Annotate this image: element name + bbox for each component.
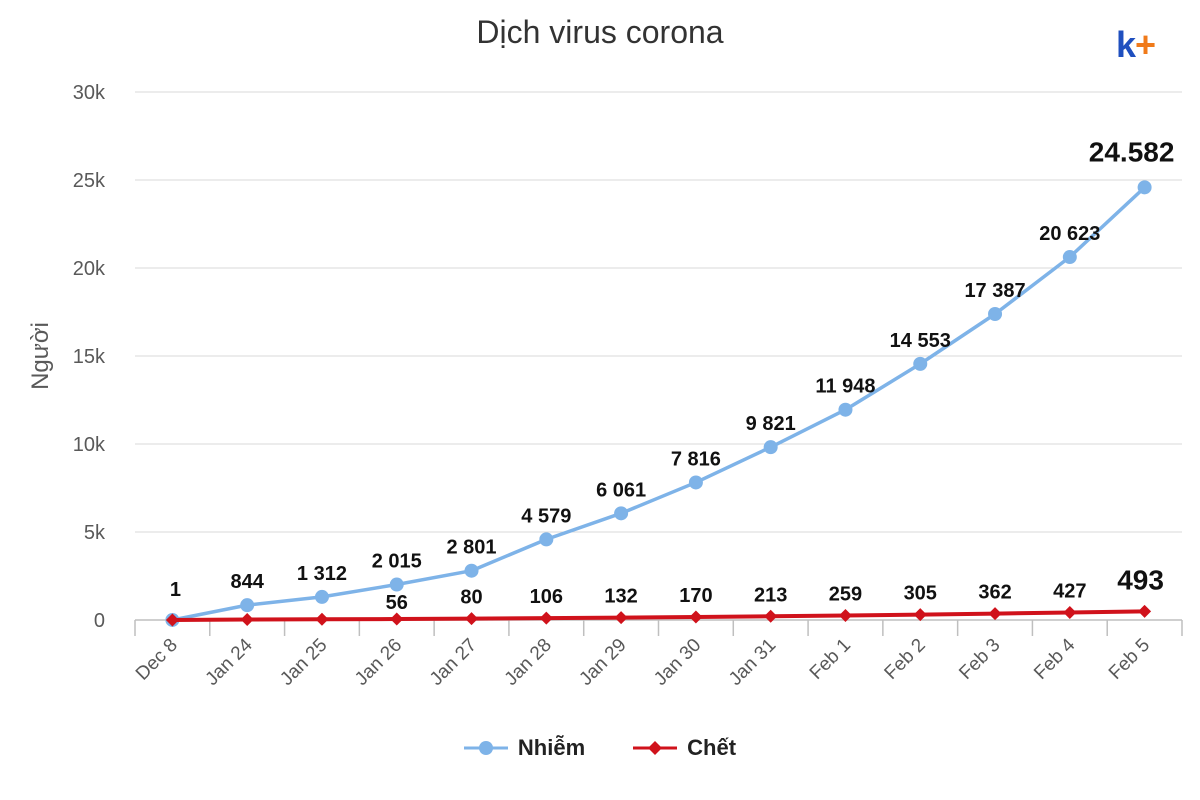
series-line-deaths xyxy=(172,609,1145,622)
x-tick-label: Feb 1 xyxy=(806,635,855,684)
brand-logo: k+ xyxy=(1116,24,1156,65)
data-label-infected: 14 553 xyxy=(890,330,951,352)
data-point xyxy=(913,356,928,371)
data-label-infected: 4 579 xyxy=(521,505,571,527)
x-tick-label: Feb 2 xyxy=(881,635,930,684)
data-label-infected: 2 801 xyxy=(447,537,497,559)
data-point xyxy=(763,440,778,455)
y-tick-label: 5k xyxy=(84,522,106,544)
data-label-infected: 17 387 xyxy=(964,280,1025,302)
data-point xyxy=(988,607,1002,621)
data-label-deaths: 106 xyxy=(530,586,563,608)
data-label-deaths: 427 xyxy=(1053,580,1086,602)
legend-label: Nhiễm xyxy=(517,735,586,760)
x-tick-label: Feb 3 xyxy=(955,635,1004,684)
data-label-infected: 7 816 xyxy=(671,448,721,470)
x-tick-label: Jan 28 xyxy=(501,635,556,690)
x-tick-label: Jan 25 xyxy=(276,635,331,690)
data-point xyxy=(1062,250,1077,265)
data-point xyxy=(389,577,404,592)
data-label-deaths: 213 xyxy=(754,584,787,606)
data-label-deaths: 80 xyxy=(460,587,482,609)
data-label-deaths: 305 xyxy=(904,583,937,605)
y-tick-label: 25k xyxy=(73,170,106,192)
data-label-deaths: 56 xyxy=(386,592,408,614)
data-point xyxy=(838,608,852,622)
legend-item-deaths: Chết xyxy=(633,735,736,761)
y-tick-label: 30k xyxy=(73,82,106,104)
data-point xyxy=(390,612,404,626)
x-tick-label: Jan 29 xyxy=(575,635,630,690)
data-point xyxy=(689,610,703,624)
y-axis-label: Người xyxy=(27,322,54,390)
x-tick-label: Jan 30 xyxy=(650,635,705,690)
data-point xyxy=(1137,180,1152,195)
legend-label: Chết xyxy=(687,735,737,760)
y-tick-label: 20k xyxy=(73,258,106,280)
data-label-infected: 6 061 xyxy=(596,479,646,501)
data-label-infected: 24.582 xyxy=(1089,136,1175,167)
data-label-deaths: 362 xyxy=(978,582,1011,604)
data-point xyxy=(764,609,778,623)
data-point xyxy=(314,589,329,604)
data-point xyxy=(464,563,479,578)
y-tick-label: 10k xyxy=(73,434,106,456)
data-label-infected: 20 623 xyxy=(1039,223,1100,245)
data-point xyxy=(315,612,329,626)
data-label-infected: 11 948 xyxy=(815,376,875,398)
data-point xyxy=(1063,605,1077,619)
legend-item-infected: Nhiễm xyxy=(463,735,586,761)
data-label-deaths: 493 xyxy=(1117,564,1164,595)
data-point xyxy=(913,608,927,622)
data-point xyxy=(614,611,628,625)
data-label-infected: 2 015 xyxy=(372,551,422,573)
data-point xyxy=(838,402,853,417)
data-point xyxy=(988,306,1003,321)
data-point xyxy=(240,613,254,627)
data-label-infected: 1 312 xyxy=(297,563,347,585)
data-point xyxy=(240,598,255,613)
y-tick-label: 0 xyxy=(94,610,105,632)
y-tick-label: 15k xyxy=(73,346,106,368)
x-tick-label: Feb 5 xyxy=(1105,635,1154,684)
data-label-deaths: 259 xyxy=(829,583,862,605)
x-tick-label: Jan 31 xyxy=(725,635,780,690)
data-point xyxy=(614,506,629,521)
data-point xyxy=(465,612,479,626)
legend-circle-icon xyxy=(463,741,508,755)
x-tick-label: Jan 26 xyxy=(351,635,406,690)
legend: Nhiễm Chết xyxy=(0,735,1200,761)
data-point xyxy=(539,532,554,547)
chart-title: Dịch virus corona xyxy=(476,14,724,50)
x-tick-label: Jan 27 xyxy=(426,635,481,690)
data-label-deaths: 132 xyxy=(604,586,637,608)
data-label-infected: 9 821 xyxy=(746,413,796,435)
series-line-infected xyxy=(172,186,1146,622)
data-point xyxy=(688,475,703,490)
data-point xyxy=(165,613,179,627)
legend-diamond-icon xyxy=(633,741,678,755)
x-tick-label: Jan 24 xyxy=(202,634,257,689)
x-tick-label: Dec 8 xyxy=(132,635,182,685)
data-point xyxy=(1138,604,1152,618)
x-tick-label: Feb 4 xyxy=(1030,634,1080,684)
data-label-infected: 1 xyxy=(170,579,181,601)
data-point xyxy=(539,611,553,625)
data-label-infected: 844 xyxy=(230,571,264,593)
data-label-deaths: 170 xyxy=(679,585,712,607)
